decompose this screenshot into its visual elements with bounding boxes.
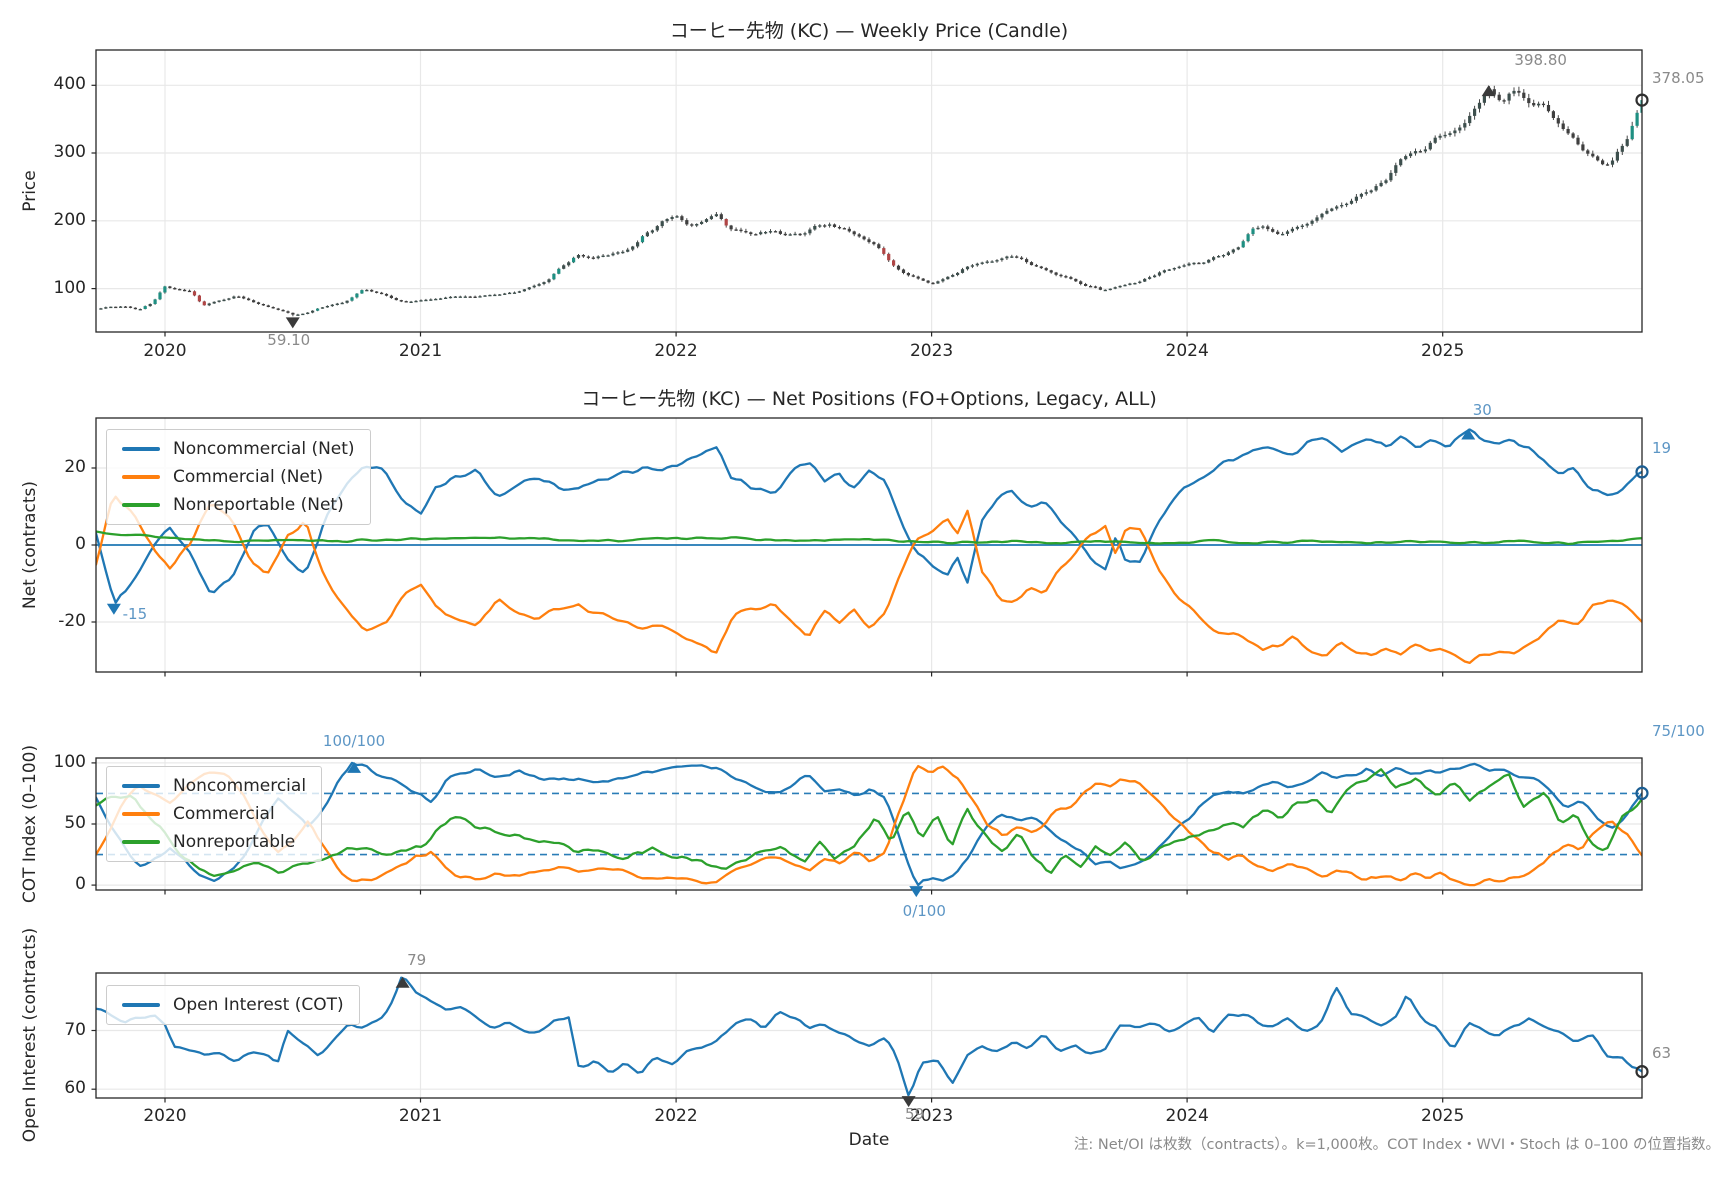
peak-marker — [1481, 85, 1496, 97]
oi-last-value-label: 63 — [1652, 1043, 1672, 1062]
cot-line-green — [96, 768, 1642, 878]
legend-item: Nonreportable — [122, 832, 306, 852]
price-last-value-label: 378.05 — [1652, 69, 1705, 88]
cot-panel-grid — [96, 758, 1642, 890]
legend-label: Noncommercial (Net) — [173, 439, 355, 459]
legend-label: Nonreportable — [173, 832, 296, 852]
legend-label: Open Interest (COT) — [173, 995, 344, 1015]
trough-marker — [106, 603, 121, 615]
x-tick-label-2023: 2023 — [909, 1106, 954, 1126]
price-y-axis-label: Price — [20, 170, 40, 212]
oi-panel-border — [95, 972, 1643, 1099]
legend-item: Commercial (Net) — [122, 467, 355, 487]
oi-line-blue — [96, 976, 1642, 1097]
oi-last-value-marker — [1635, 1064, 1649, 1079]
price-y-tick-label-200: 200 — [53, 209, 86, 230]
cot-last-value-marker — [1635, 786, 1649, 801]
cot-line-orange — [96, 764, 1642, 887]
net-last-value-marker — [1635, 465, 1649, 479]
price-panel-border — [95, 49, 1643, 333]
cot-y-tick-label-100: 100 — [53, 751, 86, 772]
commercial-line-swatch — [122, 812, 160, 816]
x-tick-label-2020: 2020 — [143, 341, 187, 361]
oi-panel-legend: Open Interest (COT) — [106, 985, 360, 1025]
net-panel-legend: Noncommercial (Net) Commercial (Net) Non… — [106, 429, 371, 525]
x-tick-label-2023: 2023 — [909, 341, 954, 361]
x-tick-label-2025: 2025 — [1421, 1106, 1465, 1126]
oi-y-tick-label-60: 60 — [64, 1078, 86, 1099]
legend-label: Commercial (Net) — [173, 467, 324, 487]
peak-marker — [347, 761, 362, 773]
footnote: 注: Net/OI は枚数（contracts）。k=1,000枚。COT In… — [1073, 1137, 1720, 1153]
net-line-green — [96, 530, 1642, 546]
annotation-15: -15 — [122, 604, 148, 623]
cot-last-value-label: 75/100 — [1652, 722, 1705, 741]
net-y-tick-label--20: -20 — [58, 610, 86, 631]
x-axis-label: Date — [848, 1130, 890, 1150]
x-tick-label-2021: 2021 — [398, 341, 443, 361]
cot-y-tick-label-50: 50 — [64, 813, 86, 833]
net-last-value-label: 19 — [1652, 438, 1672, 457]
annotation-100100: 100/100 — [322, 731, 386, 750]
legend-item: Nonreportable (Net) — [122, 495, 355, 515]
legend-item: Open Interest (COT) — [122, 995, 344, 1015]
nonreportable-line-swatch — [122, 840, 160, 844]
oi-series — [96, 976, 1642, 1097]
cot-panel-legend: Noncommercial Commercial Nonreportable — [106, 766, 323, 862]
commercial-net-line-swatch — [122, 475, 160, 479]
legend-label: Noncommercial — [173, 776, 307, 796]
trough-marker — [909, 886, 924, 898]
net-panel-title: コーヒー先物 (KC) — Net Positions (FO+Options,… — [581, 388, 1157, 410]
peak-marker — [1461, 428, 1476, 440]
price-panel-title: コーヒー先物 (KC) — Weekly Price (Candle) — [669, 20, 1069, 42]
cot-y-tick-label-0: 0 — [75, 874, 86, 895]
price-panel-grid — [96, 50, 1642, 332]
x-tick-label-2021: 2021 — [398, 1106, 443, 1126]
x-tick-label-2025: 2025 — [1421, 341, 1465, 361]
noncommercial-line-swatch — [122, 784, 160, 788]
x-tick-label-2022: 2022 — [654, 1106, 698, 1126]
nonreportable-net-line-swatch — [122, 503, 160, 507]
legend-item: Commercial — [122, 804, 306, 824]
x-tick-label-2024: 2024 — [1165, 341, 1209, 361]
annotation-30: 30 — [1472, 400, 1492, 419]
x-tick-label-2024: 2024 — [1165, 1106, 1209, 1126]
price-y-tick-label-300: 300 — [53, 142, 86, 163]
x-tick-label-2022: 2022 — [654, 341, 698, 361]
legend-item: Noncommercial — [122, 776, 306, 796]
trough-marker — [901, 1096, 916, 1108]
annotation-79: 79 — [407, 950, 427, 969]
open-interest-line-swatch — [122, 1003, 160, 1007]
weekly-candles — [99, 85, 1642, 317]
oi-y-tick-label-70: 70 — [64, 1019, 86, 1040]
price-y-tick-label-100: 100 — [53, 277, 86, 298]
legend-label: Commercial — [173, 804, 275, 824]
annotation-59: 59 — [905, 1105, 925, 1124]
x-tick-label-2020: 2020 — [143, 1106, 187, 1126]
price-y-tick-label-400: 400 — [53, 74, 86, 95]
legend-label: Nonreportable (Net) — [173, 495, 344, 515]
net-y-tick-label-20: 20 — [64, 457, 86, 478]
noncommercial-net-line-swatch — [122, 447, 160, 451]
annotation-0100: 0/100 — [902, 902, 946, 921]
net-y-tick-label-0: 0 — [75, 534, 86, 554]
net-line-orange — [96, 495, 1642, 665]
peak-marker — [395, 976, 410, 988]
annotation-5910: 59.10 — [267, 331, 311, 350]
price-last-value-marker — [1635, 93, 1649, 107]
legend-item: Noncommercial (Net) — [122, 439, 355, 459]
trough-marker — [285, 317, 300, 329]
annotation-39880: 398.80 — [1514, 51, 1567, 70]
